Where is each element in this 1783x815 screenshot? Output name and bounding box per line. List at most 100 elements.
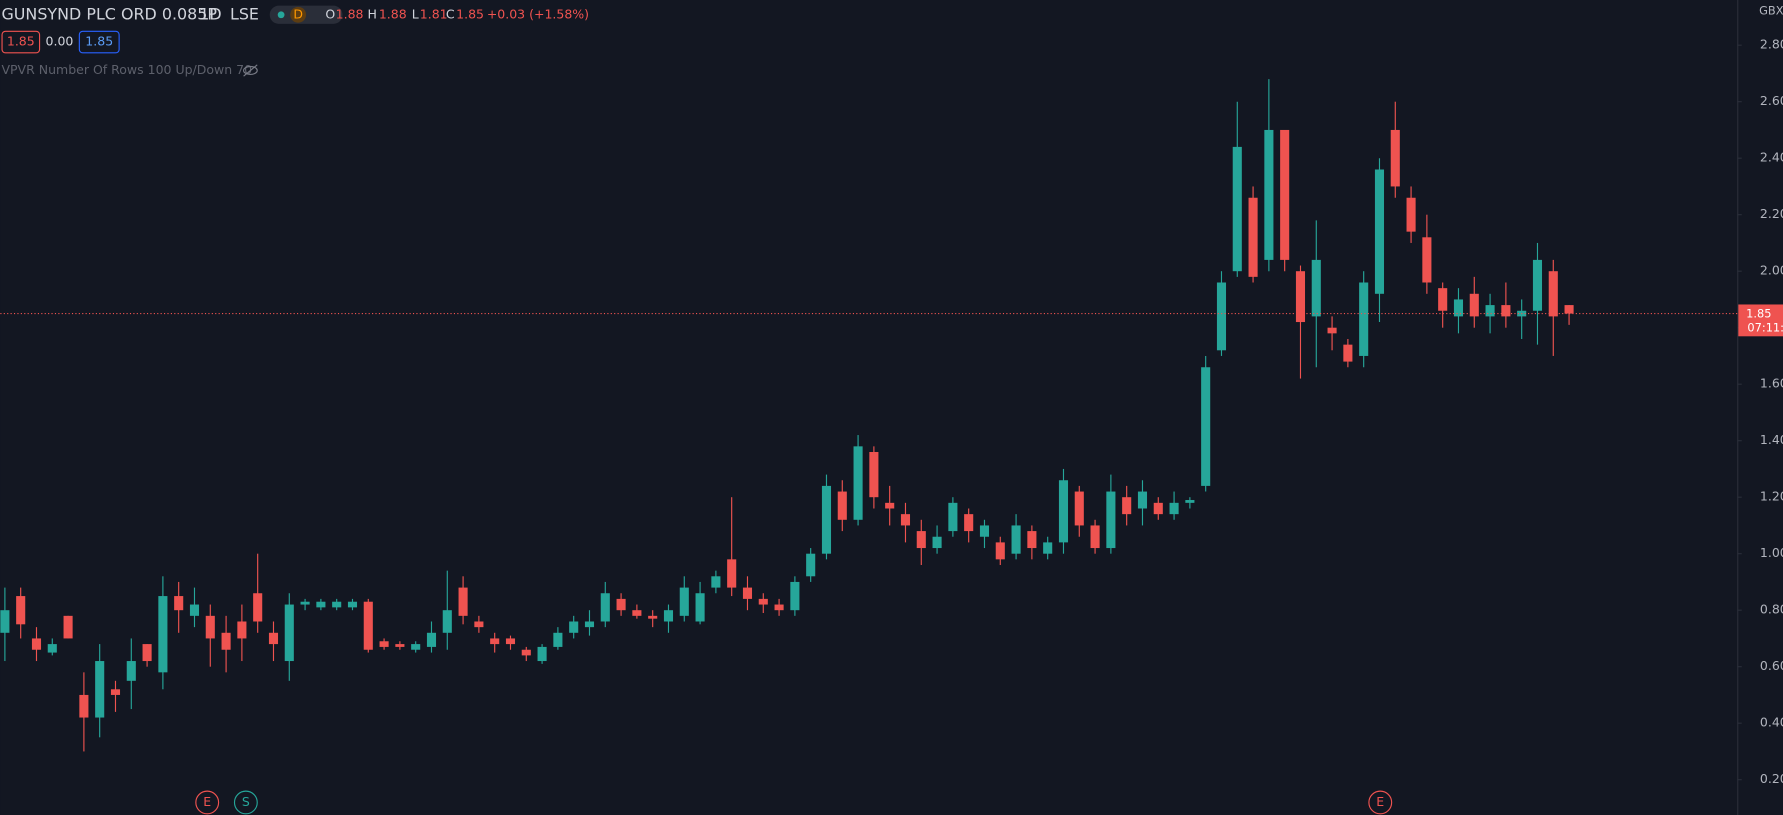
y-tick-label: 2.20 bbox=[1760, 206, 1783, 221]
candle-body bbox=[142, 644, 152, 662]
candle-body bbox=[31, 638, 42, 650]
candle-body bbox=[1185, 500, 1195, 503]
spread: 0.00 bbox=[46, 34, 74, 49]
candle-body bbox=[1485, 305, 1495, 317]
candle-body bbox=[869, 451, 879, 498]
currency[interactable]: GBX bbox=[1759, 3, 1783, 17]
mode-label: D bbox=[293, 6, 303, 21]
eye-hidden-icon[interactable] bbox=[243, 64, 258, 77]
candle-body bbox=[221, 632, 231, 650]
change: +0.03 (+1.58%) bbox=[487, 6, 589, 21]
y-tick-label: 0.20 bbox=[1760, 771, 1783, 786]
y-tick-label: 0.80 bbox=[1760, 602, 1783, 617]
candle-body bbox=[584, 621, 595, 628]
candle-body bbox=[1343, 344, 1353, 362]
candle-body bbox=[632, 610, 642, 616]
candle-body bbox=[1374, 169, 1385, 294]
candle-body bbox=[1422, 237, 1432, 283]
event-marker[interactable]: S bbox=[233, 790, 258, 815]
candle-body bbox=[126, 661, 136, 681]
ask-badge[interactable] bbox=[78, 30, 120, 54]
candle-body bbox=[979, 525, 990, 537]
candle-body bbox=[1074, 491, 1084, 526]
candle-body bbox=[1532, 259, 1543, 311]
candle-body bbox=[1058, 480, 1069, 543]
candle-body bbox=[490, 638, 500, 645]
candle-body bbox=[505, 638, 516, 645]
candle-body bbox=[379, 641, 389, 647]
event-label: S bbox=[242, 794, 250, 809]
countdown: 07:11:1 bbox=[1747, 320, 1783, 334]
candle-body bbox=[774, 604, 784, 611]
candle-body bbox=[189, 604, 200, 616]
candle-body bbox=[616, 598, 626, 611]
candle-body bbox=[253, 593, 263, 622]
candle-body bbox=[600, 593, 610, 622]
candle-body bbox=[648, 615, 658, 619]
interval[interactable]: 1D bbox=[199, 4, 221, 23]
candle-body bbox=[1232, 146, 1242, 272]
candle-body bbox=[790, 581, 800, 611]
candle-body bbox=[1169, 502, 1179, 515]
eye-outline bbox=[243, 65, 258, 76]
event-circle bbox=[233, 790, 258, 815]
y-tick-label: 2.40 bbox=[1760, 150, 1783, 165]
bid-badge[interactable] bbox=[1, 30, 41, 54]
candle-body bbox=[916, 531, 926, 549]
candle-body bbox=[1011, 525, 1021, 554]
candle-body bbox=[537, 646, 547, 662]
candle-body bbox=[885, 502, 895, 509]
candle-body bbox=[95, 661, 105, 718]
symbol: GUNSYND PLC ORD 0.085P bbox=[1, 4, 217, 23]
candle-body bbox=[679, 587, 689, 616]
bid: 1.85 bbox=[7, 34, 35, 49]
y-tick-label: 1.20 bbox=[1760, 489, 1783, 504]
candle-body bbox=[1438, 288, 1448, 311]
ohlc-key: C bbox=[446, 6, 455, 21]
candle-body bbox=[268, 632, 279, 645]
candle-body bbox=[995, 542, 1005, 560]
y-tick-label: 2.80 bbox=[1760, 37, 1783, 52]
price-label-box bbox=[1738, 304, 1783, 337]
candle-body bbox=[1390, 129, 1400, 187]
candle-body bbox=[1153, 502, 1163, 515]
candle-body bbox=[821, 485, 832, 554]
y-tick-label: 1.40 bbox=[1760, 432, 1783, 447]
candle-body bbox=[569, 621, 579, 633]
candle-body bbox=[474, 621, 484, 628]
candle-body bbox=[1311, 259, 1321, 317]
y-tick-label: 0.40 bbox=[1760, 715, 1783, 730]
event-circle bbox=[1368, 790, 1393, 815]
candle-body bbox=[47, 644, 57, 653]
candle-body bbox=[205, 615, 215, 639]
candle-body bbox=[237, 621, 247, 639]
candle-body bbox=[174, 596, 184, 611]
candle-body bbox=[695, 593, 705, 622]
event-marker[interactable]: E bbox=[1368, 790, 1393, 815]
candle-body bbox=[663, 610, 674, 622]
candle-body bbox=[900, 514, 911, 526]
candle-body bbox=[332, 601, 342, 608]
ohlc-key: L bbox=[412, 6, 419, 21]
candle-body bbox=[1548, 271, 1558, 317]
y-tick-label: 1.00 bbox=[1760, 545, 1783, 560]
candle-body bbox=[1043, 542, 1053, 554]
candle-body bbox=[442, 610, 452, 633]
candle-body bbox=[16, 596, 26, 625]
y-tick-label: 1.60 bbox=[1760, 376, 1783, 391]
ohlc-value: 1.85 bbox=[456, 6, 484, 21]
ohlc-value: 1.88 bbox=[336, 6, 364, 21]
status-dot bbox=[277, 11, 285, 19]
candle-body bbox=[1295, 271, 1306, 323]
candle-body bbox=[727, 559, 737, 588]
y-tick-label: 2.00 bbox=[1760, 263, 1783, 278]
candle-body bbox=[395, 644, 405, 647]
candle-body bbox=[1248, 197, 1258, 277]
header: GUNSYND PLC ORD 0.085P 1D LSE D O 1.88 H… bbox=[1, 4, 589, 77]
candle-body bbox=[837, 491, 847, 520]
candle-body bbox=[458, 587, 468, 616]
ohlc-key: H bbox=[367, 6, 376, 21]
event-marker[interactable]: E bbox=[195, 790, 220, 815]
